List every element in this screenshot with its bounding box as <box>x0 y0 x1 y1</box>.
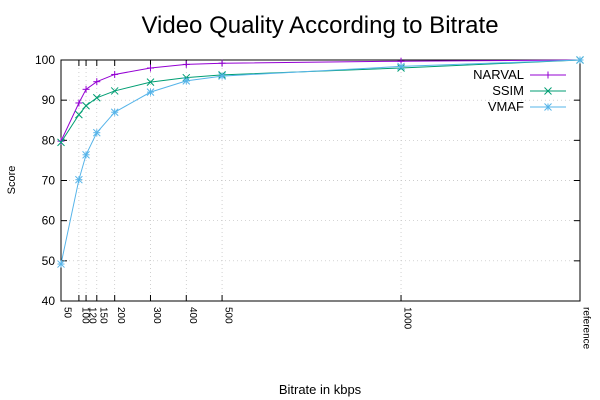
data-point-ssim <box>57 138 65 147</box>
data-point-vmaf <box>218 72 226 80</box>
y-tick-label: 70 <box>42 174 56 188</box>
data-point-ssim <box>82 101 90 110</box>
x-tick-label: 200 <box>115 307 126 324</box>
data-point-narval <box>182 60 190 68</box>
data-point-vmaf <box>75 175 83 184</box>
legend-marker-ssim <box>544 87 552 95</box>
data-point-narval <box>57 137 65 145</box>
series-line-vmaf <box>60 59 581 265</box>
x-tick-label: reference <box>581 307 592 350</box>
data-point-vmaf <box>110 108 119 117</box>
x-tick-label: 150 <box>97 307 108 324</box>
data-point-vmaf <box>92 128 101 137</box>
data-point-vmaf <box>82 150 90 159</box>
legend-marker-vmaf <box>544 103 552 111</box>
x-tick-label: 300 <box>151 307 162 324</box>
data-point-ssim <box>110 87 119 95</box>
series-layer <box>57 56 584 268</box>
data-point-vmaf <box>182 77 191 85</box>
legend-label-ssim: SSIM <box>492 83 524 98</box>
data-point-vmaf <box>146 88 155 96</box>
y-axis-label: Score <box>6 166 18 195</box>
data-point-ssim <box>75 110 83 119</box>
data-point-narval <box>75 99 83 107</box>
y-tick-label: 40 <box>42 294 56 308</box>
x-tick-label: 500 <box>223 307 234 324</box>
legend-label-vmaf: VMAF <box>488 99 524 114</box>
y-tick-label: 90 <box>42 93 56 107</box>
series-line-narval <box>60 59 581 142</box>
legend-label-narval: NARVAL <box>473 67 524 82</box>
data-point-narval <box>82 85 90 93</box>
y-ticks: 40 50 60 70 80 90 100 <box>35 53 580 308</box>
x-axis-label: Bitrate in kbps <box>279 382 362 397</box>
x-tick-label: 120 <box>87 307 98 324</box>
x-tick-label: 100 <box>79 307 90 324</box>
data-point-narval <box>146 64 154 72</box>
data-point-ssim <box>146 78 155 86</box>
data-point-narval <box>111 70 119 78</box>
y-tick-label: 50 <box>42 254 56 268</box>
y-tick-label: 100 <box>35 53 55 67</box>
y-tick-label: 60 <box>42 214 56 228</box>
y-tick-label: 80 <box>42 133 56 147</box>
data-point-narval <box>218 59 226 67</box>
x-tick-label: 400 <box>187 307 198 324</box>
data-point-vmaf <box>397 62 405 71</box>
x-tick-label: 50 <box>62 307 73 319</box>
data-point-narval <box>93 78 101 86</box>
data-point-vmaf <box>57 260 65 268</box>
legend-marker-narval <box>544 71 552 79</box>
data-point-vmaf <box>576 56 584 64</box>
chart-title: Video Quality According to Bitrate <box>141 12 498 39</box>
x-tick-label: 1000 <box>402 307 413 330</box>
data-point-ssim <box>92 93 101 102</box>
